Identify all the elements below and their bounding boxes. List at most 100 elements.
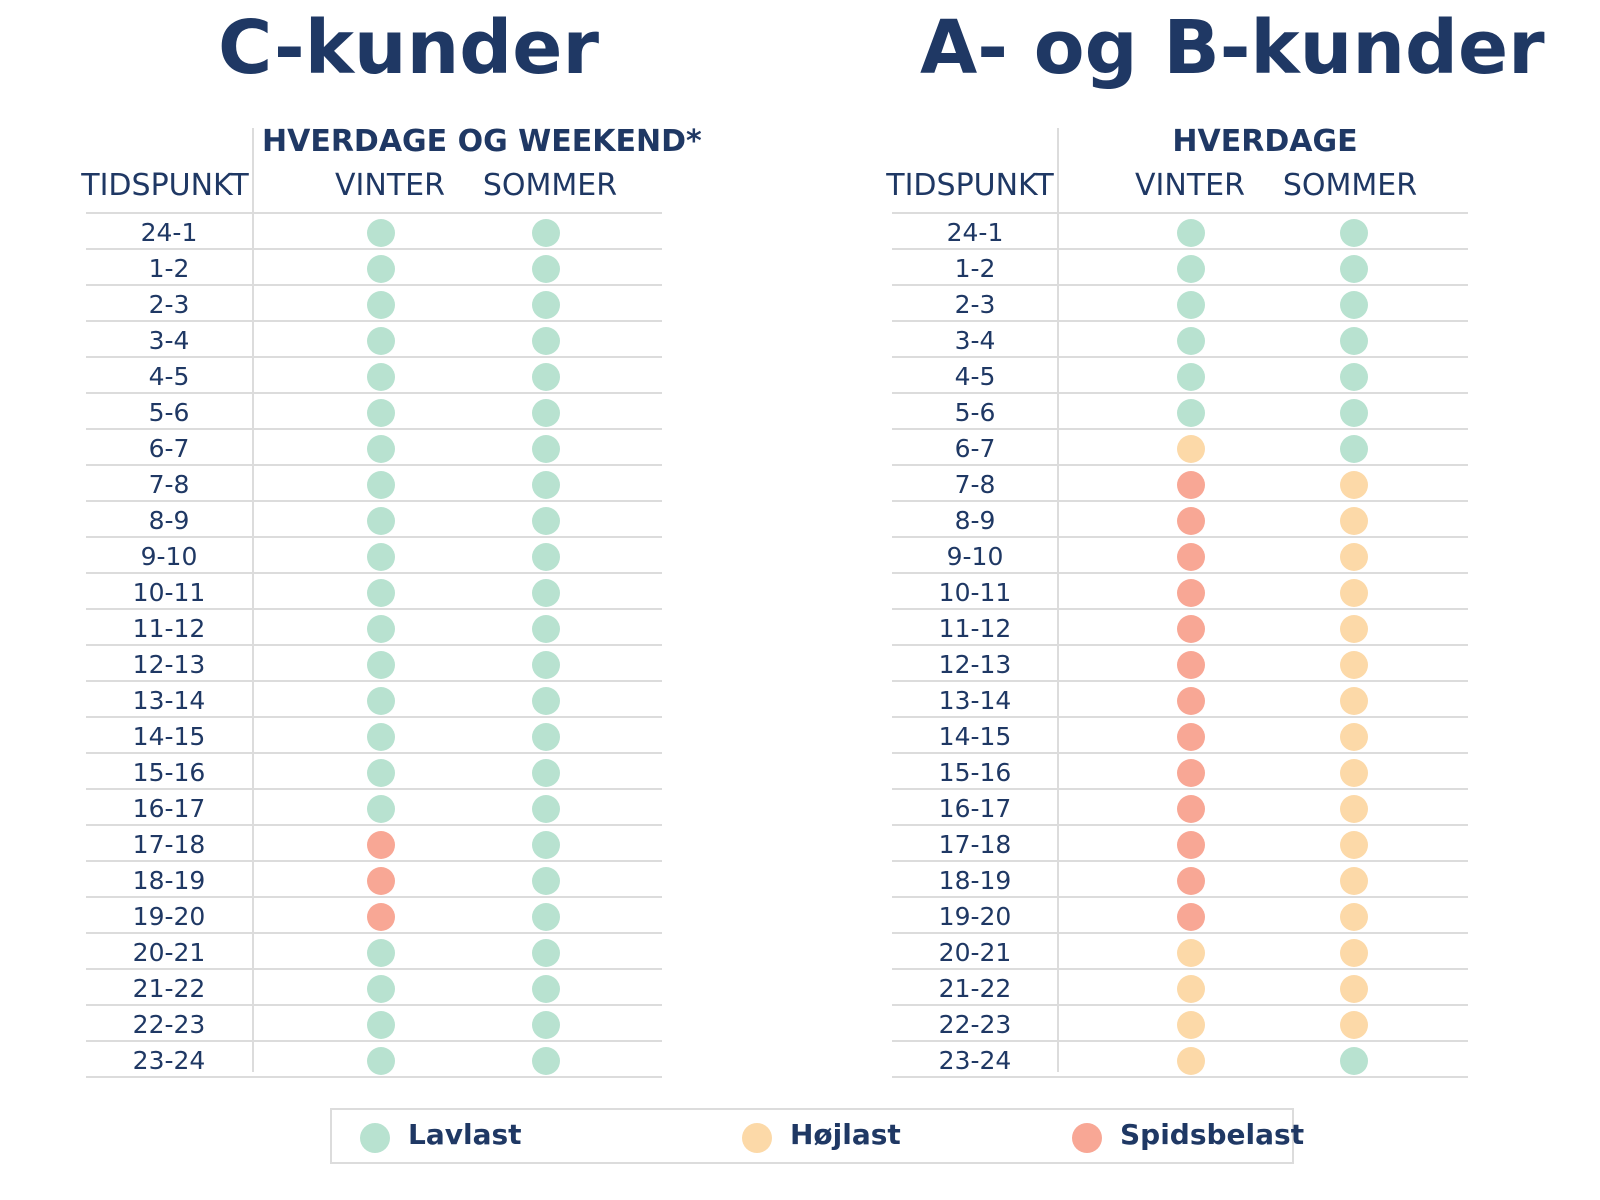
summer-load-dot-icon — [532, 903, 560, 931]
summer-load-dot-icon — [532, 615, 560, 643]
time-cell: 17-18 — [938, 830, 1012, 859]
winter-load-dot-icon — [1177, 1047, 1205, 1075]
winter-load-dot-icon — [367, 903, 395, 931]
table-row: 2-3 — [86, 284, 662, 320]
table-row: 17-18 — [86, 824, 662, 860]
winter-load-dot-icon — [1177, 903, 1205, 931]
table-row: 5-6 — [86, 392, 662, 428]
schedule-table: 24-1 1-2 2-3 3-4 4-5 5-6 6-7 7-8 8-9 9-10 10-11 11-… — [86, 212, 662, 1078]
table-row: 19-20 — [892, 896, 1468, 932]
table-row: 16-17 — [892, 788, 1468, 824]
time-cell: 14-15 — [132, 722, 206, 751]
time-cell: 5-6 — [954, 398, 996, 427]
low-load-dot-icon — [360, 1123, 390, 1153]
summer-load-dot-icon — [1340, 903, 1368, 931]
time-cell: 13-14 — [938, 686, 1012, 715]
time-cell: 18-19 — [938, 866, 1012, 895]
table-row: 22-23 — [892, 1004, 1468, 1040]
winter-load-dot-icon — [367, 399, 395, 427]
summer-load-dot-icon — [1340, 435, 1368, 463]
time-cell: 20-21 — [132, 938, 206, 967]
summer-load-dot-icon — [532, 651, 560, 679]
time-cell: 12-13 — [938, 650, 1012, 679]
table-row: 14-15 — [892, 716, 1468, 752]
winter-column-header: VINTER — [1135, 168, 1245, 203]
column-divider — [252, 128, 254, 1072]
winter-load-dot-icon — [1177, 975, 1205, 1003]
time-cell: 8-9 — [148, 506, 190, 535]
table-row: 13-14 — [892, 680, 1468, 716]
winter-load-dot-icon — [367, 723, 395, 751]
time-cell: 1-2 — [148, 254, 190, 283]
winter-load-dot-icon — [367, 291, 395, 319]
c-customers-panel: C-kunder HVERDAGE OG WEEKEND* TIDSPUNKT … — [0, 0, 800, 1110]
table-row: 11-12 — [892, 608, 1468, 644]
time-cell: 21-22 — [938, 974, 1012, 1003]
winter-load-dot-icon — [1177, 615, 1205, 643]
winter-load-dot-icon — [367, 579, 395, 607]
winter-load-dot-icon — [1177, 687, 1205, 715]
winter-load-dot-icon — [1177, 219, 1205, 247]
time-cell: 9-10 — [946, 542, 1004, 571]
table-row: 12-13 — [86, 644, 662, 680]
time-cell: 10-11 — [938, 578, 1012, 607]
table-row: 8-9 — [86, 500, 662, 536]
time-cell: 6-7 — [148, 434, 190, 463]
summer-load-dot-icon — [1340, 651, 1368, 679]
ab-customers-panel: A- og B-kunder HVERDAGE TIDSPUNKT VINTER… — [800, 0, 1600, 1110]
time-cell: 15-16 — [938, 758, 1012, 787]
time-cell: 4-5 — [148, 362, 190, 391]
summer-load-dot-icon — [1340, 507, 1368, 535]
winter-load-dot-icon — [367, 435, 395, 463]
table-row: 2-3 — [892, 284, 1468, 320]
summer-load-dot-icon — [1340, 399, 1368, 427]
summer-column-header: SOMMER — [1282, 168, 1418, 203]
winter-load-dot-icon — [367, 363, 395, 391]
winter-column-header: VINTER — [335, 168, 445, 203]
legend-label: Lavlast — [408, 1118, 522, 1151]
summer-load-dot-icon — [1340, 831, 1368, 859]
winter-load-dot-icon — [367, 687, 395, 715]
group-header: HVERDAGE OG WEEKEND* — [262, 124, 702, 159]
time-cell: 24-1 — [946, 218, 1004, 247]
table-row: 17-18 — [892, 824, 1468, 860]
winter-load-dot-icon — [1177, 579, 1205, 607]
table-row: 1-2 — [892, 248, 1468, 284]
summer-load-dot-icon — [1340, 975, 1368, 1003]
table-row: 16-17 — [86, 788, 662, 824]
time-cell: 18-19 — [132, 866, 206, 895]
winter-load-dot-icon — [1177, 831, 1205, 859]
winter-load-dot-icon — [367, 939, 395, 967]
high-load-dot-icon — [742, 1123, 772, 1153]
time-cell: 10-11 — [132, 578, 206, 607]
summer-load-dot-icon — [1340, 471, 1368, 499]
table-row: 10-11 — [86, 572, 662, 608]
winter-load-dot-icon — [1177, 723, 1205, 751]
time-cell: 15-16 — [132, 758, 206, 787]
table-row: 9-10 — [86, 536, 662, 572]
group-header: HVERDAGE — [1172, 124, 1358, 159]
peak-load-dot-icon — [1072, 1123, 1102, 1153]
time-cell: 3-4 — [954, 326, 996, 355]
summer-load-dot-icon — [532, 759, 560, 787]
winter-load-dot-icon — [367, 759, 395, 787]
summer-load-dot-icon — [532, 219, 560, 247]
winter-load-dot-icon — [1177, 327, 1205, 355]
summer-load-dot-icon — [1340, 759, 1368, 787]
table-row: 22-23 — [86, 1004, 662, 1040]
table-row: 20-21 — [86, 932, 662, 968]
time-cell: 22-23 — [938, 1010, 1012, 1039]
table-row: 6-7 — [86, 428, 662, 464]
summer-column-header: SOMMER — [482, 168, 618, 203]
summer-load-dot-icon — [1340, 219, 1368, 247]
table-row: 7-8 — [86, 464, 662, 500]
winter-load-dot-icon — [1177, 759, 1205, 787]
time-cell: 3-4 — [148, 326, 190, 355]
time-cell: 2-3 — [148, 290, 190, 319]
winter-load-dot-icon — [367, 219, 395, 247]
table-row: 1-2 — [86, 248, 662, 284]
time-cell: 5-6 — [148, 398, 190, 427]
time-cell: 9-10 — [140, 542, 198, 571]
time-cell: 22-23 — [132, 1010, 206, 1039]
summer-load-dot-icon — [532, 291, 560, 319]
